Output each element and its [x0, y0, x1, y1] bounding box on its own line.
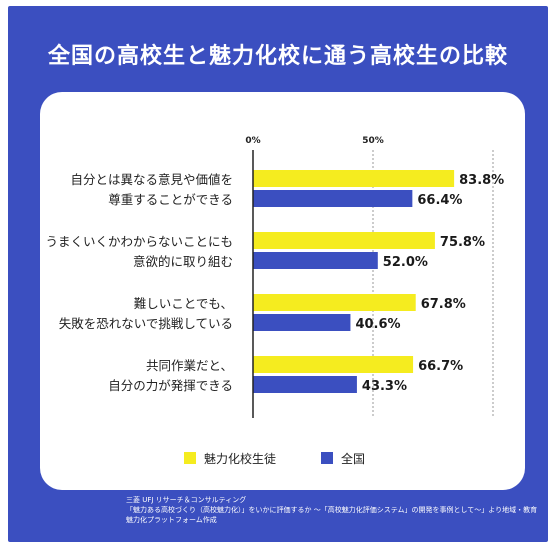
legend-zenkoku-label: 全国 [341, 451, 365, 466]
value-label-zenkoku-0: 66.4% [417, 193, 462, 208]
chart-title: 全国の高校生と魅力化校に通う高校生の比較 [47, 44, 508, 69]
value-label-miryokuka-2: 67.8% [421, 297, 466, 312]
tick-label-0: 0% [245, 136, 260, 146]
category-label-1-1: 意欲的に取り組む [133, 254, 233, 269]
chart-card [40, 92, 525, 490]
legend-miryokuka-swatch [184, 452, 196, 464]
chart-background-panel: 全国の高校生と魅力化校に通う高校生の比較 三菱 UFJ リサーチ＆コンサルティン… [8, 6, 548, 542]
source-line-2: 「魅力ある高校づくり（高校魅力化）」をいかに評価するか 〜「高校魅力化評価システ… [126, 506, 538, 514]
category-label-3-0: 共同作業だと、 [146, 358, 233, 373]
value-label-zenkoku-1: 52.0% [383, 255, 428, 270]
bar-miryokuka-1 [253, 232, 435, 249]
bar-miryokuka-0 [253, 170, 455, 187]
category-label-3-1: 自分の力が発揮できる [108, 378, 233, 393]
source-note: 三菱 UFJ リサーチ＆コンサルティング 「魅力ある高校づくり（高校魅力化）」を… [126, 495, 546, 525]
source-line-1: 三菱 UFJ リサーチ＆コンサルティング [126, 496, 247, 504]
category-label-1-0: うまくいくかわからないことにも [45, 234, 233, 249]
legend-miryokuka-label: 魅力化校生徒 [204, 451, 276, 466]
bar-miryokuka-3 [253, 356, 414, 373]
bar-zenkoku-1 [253, 252, 378, 269]
bar-miryokuka-2 [253, 294, 416, 311]
bar-zenkoku-3 [253, 376, 357, 393]
tick-label-50: 50% [362, 136, 384, 146]
value-label-zenkoku-3: 43.3% [362, 379, 407, 394]
source-line-3: 魅力化プラットフォーム作成 [126, 516, 217, 524]
value-label-miryokuka-1: 75.8% [440, 235, 485, 250]
value-label-miryokuka-0: 83.8% [459, 173, 504, 188]
bar-zenkoku-0 [253, 190, 413, 207]
category-label-0-0: 自分とは異なる意見や価値を [70, 172, 233, 187]
category-label-0-1: 尊重することができる [108, 192, 233, 207]
category-label-2-1: 失敗を恐れないで挑戦している [59, 316, 233, 331]
value-label-zenkoku-2: 40.6% [355, 317, 400, 332]
category-label-2-0: 難しいことでも、 [134, 296, 233, 311]
value-label-miryokuka-3: 66.7% [418, 359, 463, 374]
legend-zenkoku-swatch [321, 452, 333, 464]
bar-zenkoku-2 [253, 314, 351, 331]
